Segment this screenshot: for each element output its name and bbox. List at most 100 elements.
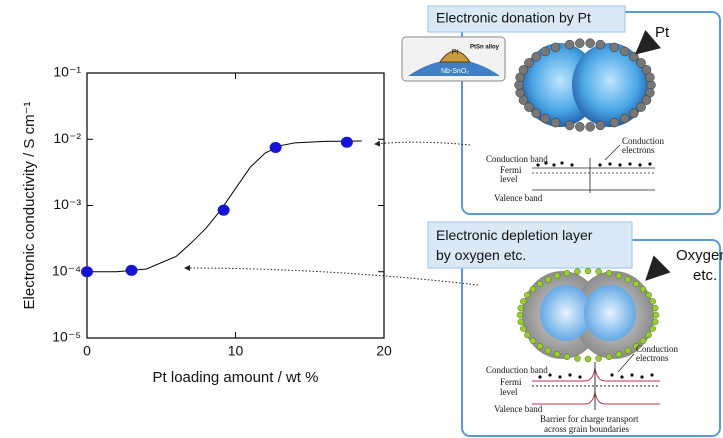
oxygen-particle bbox=[616, 351, 622, 357]
pt-particle bbox=[629, 52, 638, 61]
oxygen-particle bbox=[520, 298, 526, 304]
panel-title: Electronic depletion layer bbox=[436, 227, 593, 243]
inset-label: PtSn alloy bbox=[470, 45, 500, 51]
pt-particle bbox=[586, 39, 595, 48]
band-label: level bbox=[500, 387, 518, 397]
oxygen-particle bbox=[596, 269, 602, 275]
oxygen-particle bbox=[517, 312, 523, 318]
pt-particle bbox=[586, 122, 595, 131]
band-label: Conduction band bbox=[486, 365, 548, 375]
band-label: Barrier for charge transport bbox=[540, 414, 639, 424]
pt-particle bbox=[532, 109, 541, 118]
electron bbox=[640, 375, 643, 378]
band-label-line: level bbox=[500, 387, 518, 397]
oxygen-particle bbox=[585, 268, 591, 274]
oxygen-particle bbox=[646, 332, 652, 338]
electron bbox=[608, 162, 611, 165]
band-diagram bbox=[532, 362, 660, 410]
pt-particle bbox=[629, 109, 638, 118]
oxygen-particle bbox=[652, 305, 658, 311]
x-axis-label: Pt loading amount / wt % bbox=[153, 369, 319, 386]
oxygen-particle bbox=[574, 355, 580, 361]
oxygen-particle bbox=[530, 286, 536, 292]
oxygen-particle bbox=[640, 286, 646, 292]
inset: Pt PtSn alloy Nb-SnO₂ bbox=[402, 37, 505, 81]
pt-particle bbox=[575, 122, 584, 131]
electron bbox=[648, 162, 651, 165]
particle-label: etc. bbox=[693, 267, 717, 284]
oxygen-particle bbox=[554, 351, 560, 357]
electron bbox=[578, 375, 581, 378]
band-label-line: Fermi bbox=[500, 377, 522, 387]
oxygen-particle bbox=[520, 326, 526, 332]
electron bbox=[618, 163, 621, 166]
panel-title-line: Electronic depletion layer bbox=[436, 227, 593, 243]
oxygen-particle bbox=[606, 354, 612, 360]
electron bbox=[650, 373, 653, 376]
electron bbox=[598, 163, 601, 166]
pt-particle bbox=[596, 121, 605, 130]
oxygen-particle bbox=[518, 305, 524, 311]
band-label: Valence band bbox=[494, 193, 543, 203]
band-label-line: electrons bbox=[622, 145, 655, 155]
pt-particle bbox=[541, 47, 550, 56]
oxygen-particle bbox=[653, 312, 659, 318]
data-point bbox=[270, 142, 282, 153]
data-point bbox=[341, 137, 353, 148]
plot-frame bbox=[87, 73, 384, 338]
pt-particle bbox=[575, 39, 584, 48]
band-label-line: across grain boundaries bbox=[544, 424, 629, 434]
oxygen-particle bbox=[545, 276, 551, 282]
band-label-line: electrons bbox=[636, 353, 669, 363]
oxygen-particle bbox=[585, 356, 591, 362]
pt-particle bbox=[610, 43, 619, 52]
panel-title-line: by oxygen etc. bbox=[436, 247, 526, 263]
pt-particle bbox=[637, 103, 646, 112]
pt-particle bbox=[645, 73, 654, 82]
y-tick-label: 10⁻³ bbox=[53, 196, 81, 212]
oxygen-particle bbox=[537, 281, 543, 287]
pt-particle bbox=[551, 43, 560, 52]
panel-title: by oxygen etc. bbox=[436, 247, 526, 263]
x-tick-label: 0 bbox=[83, 343, 91, 359]
figure: Electronic donation by Pt Electronic dep… bbox=[0, 0, 723, 438]
band-diagram bbox=[532, 158, 655, 193]
oxygen-particle bbox=[537, 343, 543, 349]
connector bbox=[185, 268, 478, 285]
electron bbox=[560, 161, 563, 164]
pointer bbox=[648, 264, 662, 278]
pt-particle bbox=[596, 40, 605, 49]
band-label: across grain boundaries bbox=[544, 424, 629, 434]
oxygen-particle bbox=[652, 319, 658, 325]
x-tick-label: 20 bbox=[376, 343, 392, 359]
data-point bbox=[218, 205, 230, 216]
y-axis-label: Electronic conductivity / S cm⁻¹ bbox=[21, 102, 38, 310]
particle-label: Oxygen bbox=[676, 247, 723, 264]
pt-particle bbox=[524, 58, 533, 67]
pt-particle bbox=[565, 121, 574, 130]
electron bbox=[638, 163, 641, 166]
oxygen-particle bbox=[596, 355, 602, 361]
oxygen-particle bbox=[625, 276, 631, 282]
data-point bbox=[81, 266, 93, 277]
oxygen-particle bbox=[564, 270, 570, 276]
oxygen-particle bbox=[554, 273, 560, 279]
x-tick-label: 10 bbox=[228, 343, 244, 359]
band-label: electrons bbox=[622, 145, 655, 155]
oxygen-particle bbox=[625, 348, 631, 354]
pt-particle bbox=[620, 47, 629, 56]
oxygen-particle bbox=[530, 338, 536, 344]
oxygen-particle bbox=[640, 338, 646, 344]
electron bbox=[630, 373, 633, 376]
y-tick-label: 10⁻⁵ bbox=[52, 329, 81, 345]
oxygen-particle bbox=[524, 332, 530, 338]
panel-title: Electronic donation by Pt bbox=[436, 10, 591, 26]
data-point bbox=[126, 265, 138, 276]
oxygen-particle bbox=[518, 319, 524, 325]
oxygen-particle bbox=[524, 292, 530, 298]
electron bbox=[610, 373, 613, 376]
band-label: Conduction band bbox=[486, 154, 548, 164]
oxygen-particle bbox=[646, 292, 652, 298]
connector bbox=[375, 142, 470, 145]
